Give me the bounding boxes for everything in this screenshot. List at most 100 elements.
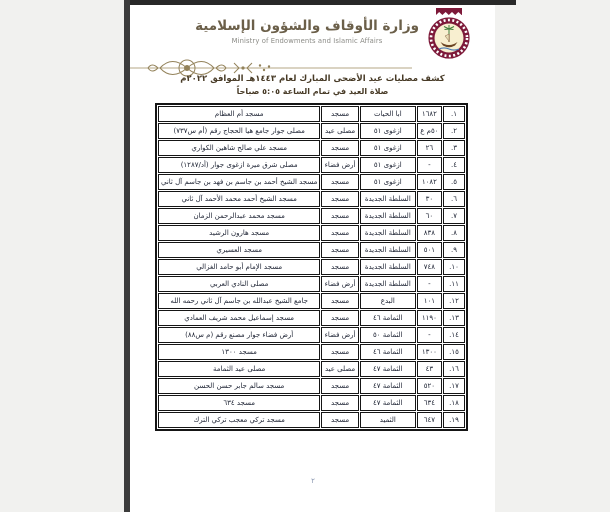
row-number-cell: ١. — [442, 106, 465, 122]
type-cell: مسجد — [321, 395, 359, 411]
location-name-cell: مصلى شرق ميرة ازغوى جوار (أد/١٢٨٧) — [158, 157, 321, 173]
type-cell: مسجد — [321, 225, 359, 241]
capacity-cell: ٢٦ — [416, 140, 442, 156]
row-number-cell: ١٧. — [442, 378, 465, 394]
table-row: ١٧. ٥٢٠ الثمامة ٤٧ مسجد مسجد سالم جابر حسن ا… — [158, 378, 465, 394]
type-cell: أرض فضاء — [321, 276, 359, 292]
zone-cell: الثمامة ٤٦ — [359, 310, 416, 326]
location-name-cell: مصلى النادي العربي — [158, 276, 321, 292]
location-name-cell: مسجد الإمام أبو حامد الغزالي — [158, 259, 321, 275]
location-name-cell: مسجد الشيخ أحمد بن جاسم بن فهد بن جاسم آ… — [158, 174, 321, 190]
location-name-cell: جامع الشيخ عبدالله بن جاسم آل ثاني رحمه … — [158, 293, 321, 309]
location-name-cell: مسجد محمد عبدالرحمن الزمان — [158, 208, 321, 224]
type-cell: أرض فضاء — [321, 327, 359, 343]
table-row: ١٩. ٦٤٧ الثميد مسجد مسجد تركي معجب تركي التر… — [158, 412, 465, 428]
table-row: ٦. ٣٠ السلطة الجديدة مسجد مسجد الشيخ أحمد مح… — [158, 191, 465, 207]
location-name-cell: مسجد ٦٣٤ — [158, 395, 321, 411]
table-row: ١٥. ١٣٠٠ الثمامة ٤٦ مسجد مسجد ١٣٠٠ — [158, 344, 465, 360]
type-cell: مسجد — [321, 106, 359, 122]
table-row: ١٢. ١٠١ البدع مسجد جامع الشيخ عبدالله بن جاس… — [158, 293, 465, 309]
type-cell: مسجد — [321, 378, 359, 394]
zone-cell: ازغوى ٥١ — [359, 123, 416, 139]
location-name-cell: مسجد العسيري — [158, 242, 321, 258]
zone-cell: ازغوى ٥١ — [359, 174, 416, 190]
type-cell: مصلى عيد — [321, 123, 359, 139]
location-name-cell: مسجد إسماعيل محمد شريف العمادي — [158, 310, 321, 326]
row-number-cell: ١٦. — [442, 361, 465, 377]
type-cell: مسجد — [321, 191, 359, 207]
row-number-cell: ١٢. — [442, 293, 465, 309]
table-row: ١٤. - الثمامة ٥٠ أرض فضاء أرض فضاء جوار مصنع… — [158, 327, 465, 343]
prayer-locations-table: ١. ١٦٨٢ ابا الحيات مسجد مسجد أم العظام ٢. ٥٠م … — [155, 103, 468, 431]
table-row: ٨. ٨٣٨ السلطة الجديدة مسجد مسجد هارون الرشيد — [158, 225, 465, 241]
row-number-cell: ١٤. — [442, 327, 465, 343]
capacity-cell: ٧٤٨ — [416, 259, 442, 275]
page-top-border — [124, 0, 516, 5]
capacity-cell: ١٠٨٢ — [416, 174, 442, 190]
zone-cell: البدع — [359, 293, 416, 309]
capacity-cell: - — [416, 157, 442, 173]
type-cell: مسجد — [321, 208, 359, 224]
ministry-name-english: Ministry of Endowments and Islamic Affai… — [231, 36, 383, 45]
table-row: ١١. - السلطة الجديدة أرض فضاء مصلى النادي ال… — [158, 276, 465, 292]
zone-cell: السلطة الجديدة — [359, 259, 416, 275]
capacity-cell: ٥٠م ع — [416, 123, 442, 139]
capacity-cell: ٦٤٧ — [416, 412, 442, 428]
row-number-cell: ٦. — [442, 191, 465, 207]
zone-cell: السلطة الجديدة — [359, 191, 416, 207]
prayer-time-subtitle: صلاة العيد في تمام الساعة ٥:٠٥ صباحاً — [236, 87, 389, 96]
ministry-name-arabic: وزارة الأوقاف والشؤون الإسلامية — [195, 18, 419, 34]
location-name-cell: مسجد تركي معجب تركي الترك — [158, 412, 321, 428]
type-cell: مسجد — [321, 140, 359, 156]
zone-cell: السلطة الجديدة — [359, 276, 416, 292]
document-title: كشف مصليات عيد الأضحى المبارك لعام ١٤٤٣ه… — [180, 74, 445, 84]
table-row: ١. ١٦٨٢ ابا الحيات مسجد مسجد أم العظام — [158, 106, 465, 122]
type-cell: مسجد — [321, 344, 359, 360]
capacity-cell: ١٦٨٢ — [416, 106, 442, 122]
prayer-locations-table-body: ١. ١٦٨٢ ابا الحيات مسجد مسجد أم العظام ٢. ٥٠م … — [158, 106, 465, 428]
capacity-cell: ١٠١ — [416, 293, 442, 309]
row-number-cell: ١١. — [442, 276, 465, 292]
row-number-cell: ٣. — [442, 140, 465, 156]
row-number-cell: ١٩. — [442, 412, 465, 428]
page-number: ٢ — [311, 477, 315, 485]
table-row: ٣. ٢٦ ازغوى ٥١ مسجد مسجد علي صالح شاهين الكو… — [158, 140, 465, 156]
table-row: ٩. ٥٠١ السلطة الجديدة مسجد مسجد العسيري — [158, 242, 465, 258]
type-cell: مسجد — [321, 293, 359, 309]
table-row: ١٣. ١١٩٠ الثمامة ٤٦ مسجد مسجد إسماعيل محمد ش… — [158, 310, 465, 326]
type-cell: مسجد — [321, 174, 359, 190]
capacity-cell: ٤٣ — [416, 361, 442, 377]
row-number-cell: ٧. — [442, 208, 465, 224]
document-page: وزارة الأوقاف والشؤون الإسلامية Ministry… — [130, 5, 495, 512]
table-row: ١٦. ٤٣ الثمامة ٤٧ مصلى عيد مصلى عيد الثمامة — [158, 361, 465, 377]
zone-cell: السلطة الجديدة — [359, 242, 416, 258]
row-number-cell: ٩. — [442, 242, 465, 258]
row-number-cell: ٨. — [442, 225, 465, 241]
location-name-cell: مسجد ١٣٠٠ — [158, 344, 321, 360]
table-row: ٤. - ازغوى ٥١ أرض فضاء مصلى شرق ميرة ازغوى ج… — [158, 157, 465, 173]
type-cell: مسجد — [321, 310, 359, 326]
page-left-border — [124, 0, 130, 512]
location-name-cell: مسجد الشيخ أحمد محمد الأحمد آل ثاني — [158, 191, 321, 207]
row-number-cell: ١٠. — [442, 259, 465, 275]
location-name-cell: مسجد سالم جابر حسن الحسن — [158, 378, 321, 394]
row-number-cell: ٤. — [442, 157, 465, 173]
type-cell: أرض فضاء — [321, 157, 359, 173]
type-cell: مصلى عيد — [321, 361, 359, 377]
capacity-cell: ٦٠ — [416, 208, 442, 224]
location-name-cell: مصلى جوار جامع هيا الحجاج رقم (أم س٧٣٧) — [158, 123, 321, 139]
capacity-cell: ٣٠ — [416, 191, 442, 207]
zone-cell: ازغوى ٥١ — [359, 157, 416, 173]
type-cell: مسجد — [321, 242, 359, 258]
table-row: ٢. ٥٠م ع ازغوى ٥١ مصلى عيد مصلى جوار جامع هي… — [158, 123, 465, 139]
table-row: ٧. ٦٠ السلطة الجديدة مسجد مسجد محمد عبدالرحم… — [158, 208, 465, 224]
zone-cell: الثمامة ٤٦ — [359, 344, 416, 360]
table-row: ١٠. ٧٤٨ السلطة الجديدة مسجد مسجد الإمام أبو … — [158, 259, 465, 275]
capacity-cell: ١١٩٠ — [416, 310, 442, 326]
zone-cell: الثمامة ٥٠ — [359, 327, 416, 343]
location-name-cell: مسجد أم العظام — [158, 106, 321, 122]
location-name-cell: مسجد هارون الرشيد — [158, 225, 321, 241]
table-row: ١٨. ٦٣٤ الثمامة ٤٧ مسجد مسجد ٦٣٤ — [158, 395, 465, 411]
capacity-cell: ٨٣٨ — [416, 225, 442, 241]
